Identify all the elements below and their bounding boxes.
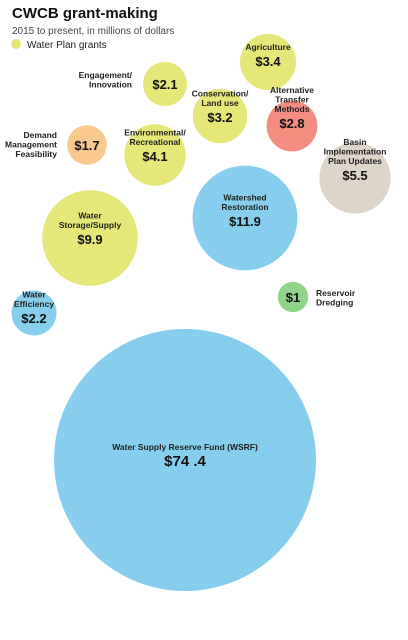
bubble-value-environmental-recreational: $4.1 — [142, 149, 167, 164]
bubble-label-engagement-innovation: Innovation — [89, 80, 132, 90]
bubble-label-engagement-innovation: Engagement/ — [79, 70, 133, 80]
chart-title: CWCB grant-making — [12, 5, 158, 22]
bubble-label-demand-management-feasibility: Demand — [23, 130, 57, 140]
bubble-value-water-storage-supply: $9.9 — [77, 232, 102, 247]
bubble-value-conservation-land-use: $3.2 — [207, 110, 232, 125]
bubble-basin-implementation-plan-updates — [319, 142, 391, 214]
bubble-label-watershed-restoration: Restoration — [221, 202, 268, 212]
bubble-label-water-storage-supply: Storage/Supply — [59, 220, 122, 230]
bubble-label-reservoir-dredging: Reservoir — [316, 288, 356, 298]
bubble-label-water-efficiency: Water — [22, 290, 46, 300]
bubble-demand-management-feasibility — [67, 125, 107, 165]
bubble-label-alternative-transfer-methods: Transfer — [275, 95, 309, 105]
bubble-label-demand-management-feasibility: Feasibility — [15, 149, 57, 159]
bubble-label-basin-implementation-plan-updates: Plan Updates — [328, 156, 382, 166]
bubble-label-agriculture: Agriculture — [245, 42, 291, 52]
bubble-environmental-recreational — [124, 124, 186, 186]
bubble-value-water-efficiency: $2.2 — [21, 311, 46, 326]
legend-swatch-water-plan — [11, 39, 21, 49]
bubble-label-water-efficiency: Efficiency — [14, 299, 54, 309]
bubble-water-efficiency — [11, 290, 57, 336]
bubble-value-demand-management-feasibility: $1.7 — [74, 138, 99, 153]
bubble-value-reservoir-dredging: $1 — [286, 290, 300, 305]
bubble-alternative-transfer-methods — [266, 100, 318, 152]
bubble-label-reservoir-dredging: Dredging — [316, 298, 353, 308]
bubble-value-alternative-transfer-methods: $2.8 — [279, 116, 304, 131]
bubble-agriculture — [239, 33, 297, 91]
bubble-label-water-supply-reserve-fund-wsrf: Water Supply Reserve Fund (WSRF) — [112, 442, 258, 452]
bubble-value-agriculture: $3.4 — [255, 54, 281, 69]
bubble-label-conservation-land-use: Conservation/ — [192, 89, 249, 99]
bubble-label-conservation-land-use: Land use — [201, 98, 239, 108]
legend: Water Plan grants — [11, 39, 107, 51]
bubble-label-environmental-recreational: Environmental/ — [124, 128, 186, 138]
chart-subtitle: 2015 to present, in millions of dollars — [12, 26, 174, 37]
bubble-label-basin-implementation-plan-updates: Implementation — [324, 147, 387, 157]
bubble-label-basin-implementation-plan-updates: Basin — [343, 137, 366, 147]
bubble-water-storage-supply — [42, 190, 138, 286]
bubble-label-watershed-restoration: Watershed — [223, 193, 266, 203]
bubble-label-alternative-transfer-methods: Methods — [275, 104, 310, 114]
bubble-label-demand-management-feasibility: Management — [5, 140, 57, 150]
bubble-label-water-storage-supply: Water — [78, 211, 102, 221]
bubble-engagement-innovation — [142, 61, 188, 107]
bubble-reservoir-dredging — [277, 281, 309, 313]
bubble-value-water-supply-reserve-fund-wsrf: $74 .4 — [164, 453, 206, 470]
bubble-label-environmental-recreational: Recreational — [129, 137, 180, 147]
bubble-conservation-land-use — [192, 88, 248, 144]
bubble-value-engagement-innovation: $2.1 — [152, 77, 177, 92]
legend-label-water-plan: Water Plan grants — [27, 40, 107, 51]
bubble-value-basin-implementation-plan-updates: $5.5 — [342, 168, 367, 183]
bubble-watershed-restoration — [192, 165, 298, 271]
bubble-water-supply-reserve-fund-wsrf — [54, 329, 316, 591]
bubbles-layer: Water Supply Reserve Fund (WSRF)$74 .4 Wa… — [5, 33, 391, 591]
bubble-label-alternative-transfer-methods: Alternative — [270, 85, 314, 95]
bubble-value-watershed-restoration: $11.9 — [229, 214, 261, 229]
